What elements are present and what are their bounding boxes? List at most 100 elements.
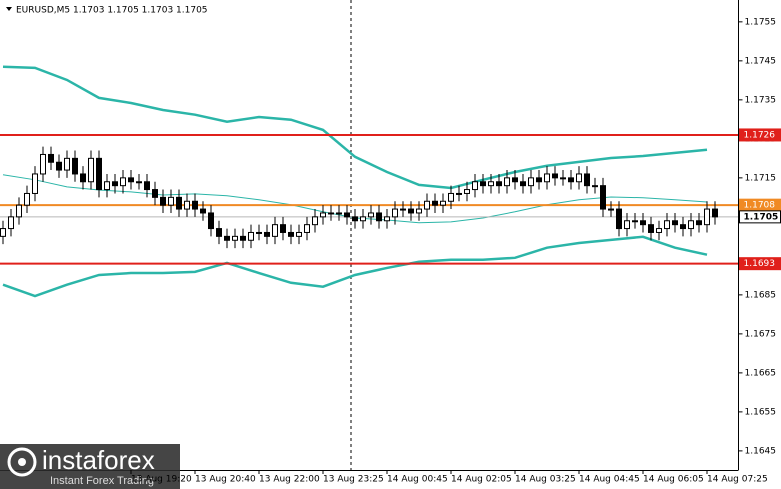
- y-tick-label: 1.1755: [745, 17, 777, 27]
- candle-body: [256, 231, 262, 234]
- candle-body: [272, 224, 278, 237]
- candle-body: [128, 177, 134, 183]
- candle-body: [264, 231, 270, 237]
- watermark-logo-dot: [18, 458, 26, 466]
- candle-body: [672, 220, 678, 226]
- watermark-brand: instaforex: [42, 445, 155, 475]
- y-tick-label: 1.1675: [745, 329, 777, 339]
- candle-body: [512, 177, 518, 183]
- candle-body: [384, 216, 390, 222]
- menu-arrow[interactable]: [6, 7, 12, 11]
- y-tick-label: 1.1685: [745, 290, 777, 300]
- candle-body: [288, 231, 294, 237]
- chart-title: EURUSD,M5 1.1703 1.1705 1.1703 1.1705: [16, 6, 208, 16]
- candle-body: [592, 185, 598, 188]
- candle-body: [440, 200, 446, 206]
- candle-body: [32, 173, 38, 194]
- candle-body: [688, 220, 694, 230]
- candle-body: [712, 208, 718, 218]
- candle-body: [360, 216, 366, 222]
- candle-body: [544, 173, 550, 183]
- candle-body: [696, 220, 702, 226]
- plot: [0, 65, 739, 298]
- candle-body: [616, 208, 622, 230]
- candle-body: [176, 196, 182, 210]
- candle-body: [640, 220, 646, 226]
- y-tick-label: 1.1665: [745, 368, 777, 378]
- candle-body: [280, 224, 286, 233]
- x-tick-label: 14 Aug 03:25: [515, 475, 576, 485]
- candle-body: [48, 153, 54, 163]
- candle-body: [24, 192, 30, 206]
- candle-body: [296, 231, 302, 237]
- candle-body: [424, 200, 430, 210]
- x-tick-label: 14 Aug 06:05: [643, 475, 704, 485]
- candle-body: [464, 189, 470, 194]
- price-level-label: 1.1708: [744, 201, 776, 211]
- candle-body: [352, 216, 358, 222]
- candle-body: [80, 173, 86, 183]
- candle-body: [456, 192, 462, 195]
- candle-body: [96, 157, 102, 191]
- indicator-line: [2, 235, 708, 298]
- candle-body: [528, 177, 534, 187]
- candle-body: [200, 208, 206, 214]
- candle-body: [584, 173, 590, 187]
- candle-body: [624, 220, 630, 230]
- candle-body: [392, 208, 398, 218]
- candle-body: [104, 181, 110, 191]
- candle-body: [576, 173, 582, 183]
- candle-body: [192, 200, 198, 210]
- candle-body: [8, 216, 14, 230]
- candle-body: [632, 220, 638, 223]
- candle-body: [416, 208, 422, 214]
- candle-body: [224, 235, 230, 241]
- candle-body: [704, 208, 710, 226]
- candle-body: [336, 212, 342, 215]
- x-tick-label: 14 Aug 07:25: [707, 475, 768, 485]
- candle-body: [520, 181, 526, 187]
- candle-body: [344, 212, 350, 218]
- candle-body: [152, 189, 158, 198]
- candle-body: [320, 212, 326, 218]
- candle-body: [136, 181, 142, 184]
- candle-body: [648, 224, 654, 233]
- y-tick-label: 1.1735: [745, 95, 777, 105]
- candle-body: [56, 161, 62, 171]
- candle-body: [232, 235, 238, 241]
- candle-body: [328, 212, 334, 215]
- candle-body: [488, 181, 494, 187]
- candle-body: [536, 177, 542, 183]
- candle-body: [376, 212, 382, 222]
- x-tick-label: 13 Aug 23:25: [323, 475, 384, 485]
- candle-body: [216, 228, 222, 237]
- x-tick-label: 13 Aug 19:20: [131, 475, 192, 485]
- candle-body: [184, 200, 190, 210]
- candle-body: [120, 177, 126, 187]
- candle-body: [16, 204, 22, 218]
- candle-body: [448, 192, 454, 202]
- candle-body: [304, 224, 310, 233]
- x-tick-label: 14 Aug 04:45: [579, 475, 640, 485]
- x-tick-label: 13 Aug 20:40: [195, 475, 256, 485]
- y-tick-label: 1.1745: [745, 56, 777, 66]
- candle-body: [64, 157, 70, 171]
- candle-body: [600, 185, 606, 210]
- x-tick-label: 14 Aug 00:45: [387, 475, 448, 485]
- candle-body: [0, 228, 6, 237]
- y-tick-label: 1.1645: [745, 446, 777, 456]
- candle-body: [240, 235, 246, 241]
- candle-body: [112, 181, 118, 187]
- candle-body: [144, 181, 150, 191]
- candle-body: [88, 157, 94, 183]
- candle-body: [368, 212, 374, 218]
- x-tick-label: 13 Aug 22:00: [259, 475, 320, 485]
- candle-body: [504, 177, 510, 187]
- y-tick-label: 1.1655: [745, 407, 777, 417]
- candle-body: [208, 212, 214, 230]
- y-tick-label: 1.1715: [745, 173, 777, 183]
- candle-body: [664, 220, 670, 230]
- x-tick-label: 14 Aug 02:05: [451, 475, 512, 485]
